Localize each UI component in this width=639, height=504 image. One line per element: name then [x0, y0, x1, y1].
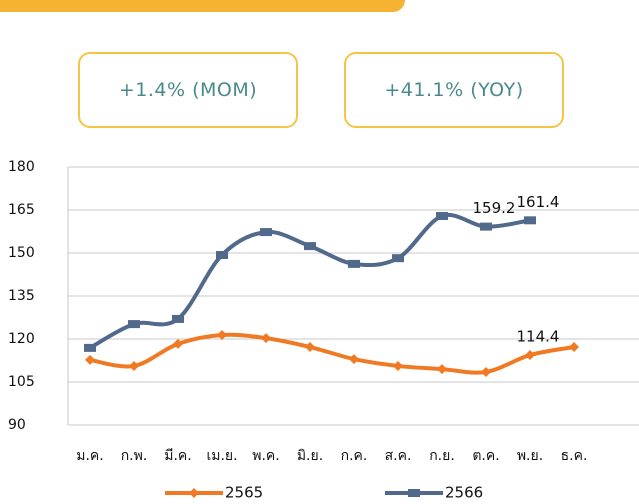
point [480, 222, 492, 231]
point [393, 360, 403, 371]
data-label: 161.4 [517, 193, 560, 211]
header-bar [0, 0, 405, 12]
series-line [88, 212, 532, 350]
point [129, 360, 139, 371]
point [84, 343, 96, 352]
mom-box: +1.4% (MOM) [78, 52, 298, 128]
point [85, 354, 95, 365]
series-line [88, 332, 576, 375]
data-label: 159.2 [473, 199, 516, 217]
point [173, 338, 183, 349]
point [569, 342, 579, 353]
point [172, 314, 184, 323]
legend-label: 2566 [445, 484, 483, 502]
point [524, 216, 536, 225]
x-tick-label: ส.ค. [385, 448, 412, 464]
point [525, 350, 535, 361]
y-tick-label: 150 [8, 245, 35, 261]
legend-label: 2565 [225, 484, 263, 502]
point [217, 329, 227, 340]
point [304, 242, 316, 251]
x-tick-label: ธ.ค. [561, 448, 588, 464]
point [436, 212, 448, 221]
x-tick-label: พ.ค. [252, 448, 280, 464]
y-tick-label: 105 [8, 374, 35, 390]
point [408, 489, 420, 497]
x-tick-label: ม.ค. [76, 448, 104, 464]
point [260, 228, 272, 237]
point [349, 354, 359, 365]
x-tick-label: มิ.ย. [297, 448, 323, 464]
x-tick-label: ก.พ. [121, 448, 148, 464]
y-tick-label: 135 [8, 288, 35, 304]
x-tick-label: พ.ย. [517, 448, 543, 464]
y-tick-label: 120 [8, 331, 35, 347]
point [128, 320, 140, 329]
point [348, 259, 360, 268]
point [392, 254, 404, 263]
yoy-box: +41.1% (YOY) [344, 52, 564, 128]
point [261, 333, 271, 344]
y-tick-label: 90 [8, 417, 26, 433]
x-tick-label: ก.ค. [341, 448, 368, 464]
x-tick-label: เม.ย. [206, 448, 237, 464]
point [481, 366, 491, 377]
point [305, 342, 315, 353]
y-tick-label: 165 [8, 202, 35, 218]
point [437, 364, 447, 375]
data-label: 114.4 [517, 328, 560, 346]
point [216, 251, 228, 260]
point [189, 488, 199, 498]
x-tick-label: ก.ย. [429, 448, 455, 464]
x-tick-label: มี.ค. [164, 448, 192, 464]
y-tick-label: 180 [8, 159, 35, 175]
x-tick-label: ต.ค. [472, 448, 499, 464]
